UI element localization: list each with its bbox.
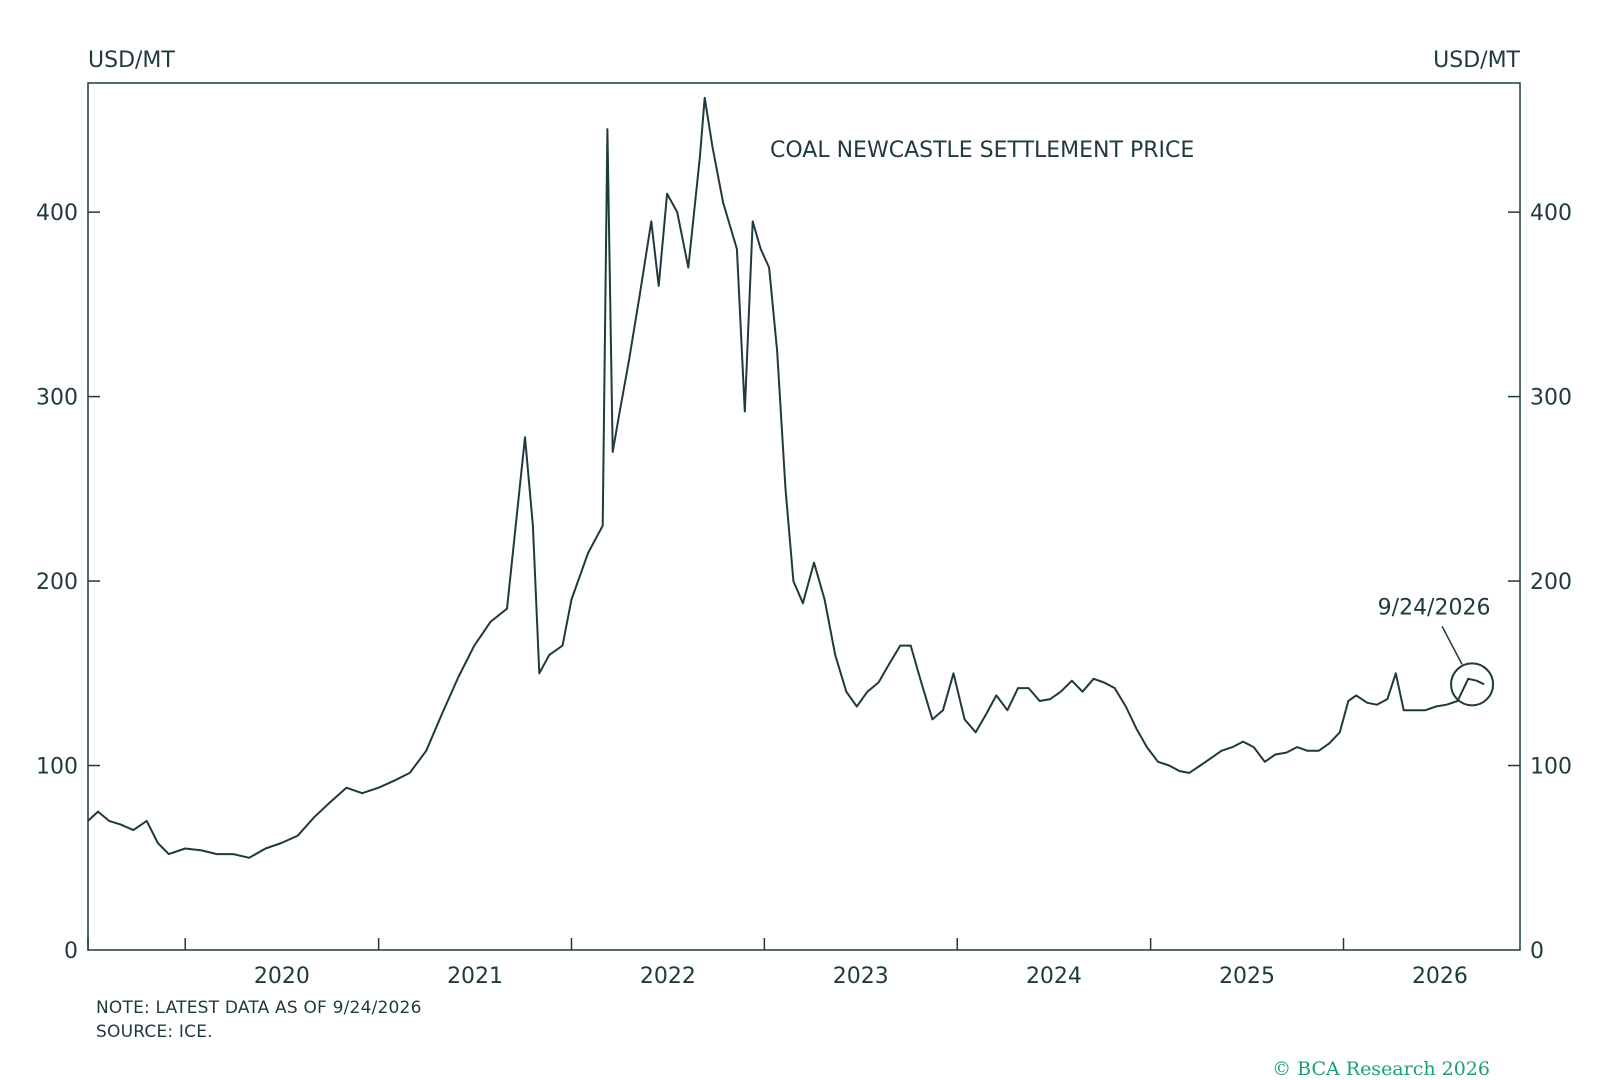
y-axis-left: 0 100 200 300 400 <box>36 201 100 964</box>
y-tick-label-right: 300 <box>1530 386 1572 411</box>
annotation-leader <box>1441 626 1463 665</box>
y-tick-label-left: 100 <box>36 755 78 780</box>
y-tick-label-left: 300 <box>36 386 78 411</box>
copyright-text: © BCA Research 2026 <box>1272 1058 1490 1080</box>
source-text: SOURCE: ICE. <box>96 1022 213 1042</box>
x-tick-label: 2022 <box>640 964 696 989</box>
x-tick-label: 2026 <box>1412 964 1468 989</box>
x-tick-label: 2020 <box>254 964 310 989</box>
note-text: NOTE: LATEST DATA AS OF 9/24/2026 <box>96 998 422 1018</box>
annotation-circle <box>1450 662 1495 707</box>
annotation-label: 9/24/2026 <box>1378 595 1491 620</box>
y-tick-label-left: 400 <box>36 201 78 226</box>
x-tick-label: 2024 <box>1026 964 1082 989</box>
latest-annotation: 9/24/2026 <box>1378 595 1495 707</box>
y-unit-right: USD/MT <box>1433 48 1520 73</box>
y-tick-label-right: 200 <box>1530 570 1572 595</box>
y-tick-label-right: 0 <box>1530 939 1544 964</box>
series-line <box>87 96 1485 859</box>
y-tick-label-right: 100 <box>1530 755 1572 780</box>
x-tick-label: 2023 <box>833 964 889 989</box>
chart-title: COAL NEWCASTLE SETTLEMENT PRICE <box>770 138 1194 163</box>
y-tick-label-left: 200 <box>36 570 78 595</box>
x-axis: 2020 2021 2022 2023 2024 2025 2026 <box>87 938 1468 989</box>
plot-frame <box>87 82 1521 951</box>
y-tick-label-right: 400 <box>1530 201 1572 226</box>
x-tick-label: 2021 <box>447 964 503 989</box>
y-unit-left: USD/MT <box>88 48 175 73</box>
y-tick-label-left: 0 <box>64 939 78 964</box>
x-tick-label: 2025 <box>1219 964 1275 989</box>
y-axis-right: 0 100 200 300 400 <box>1508 201 1572 964</box>
